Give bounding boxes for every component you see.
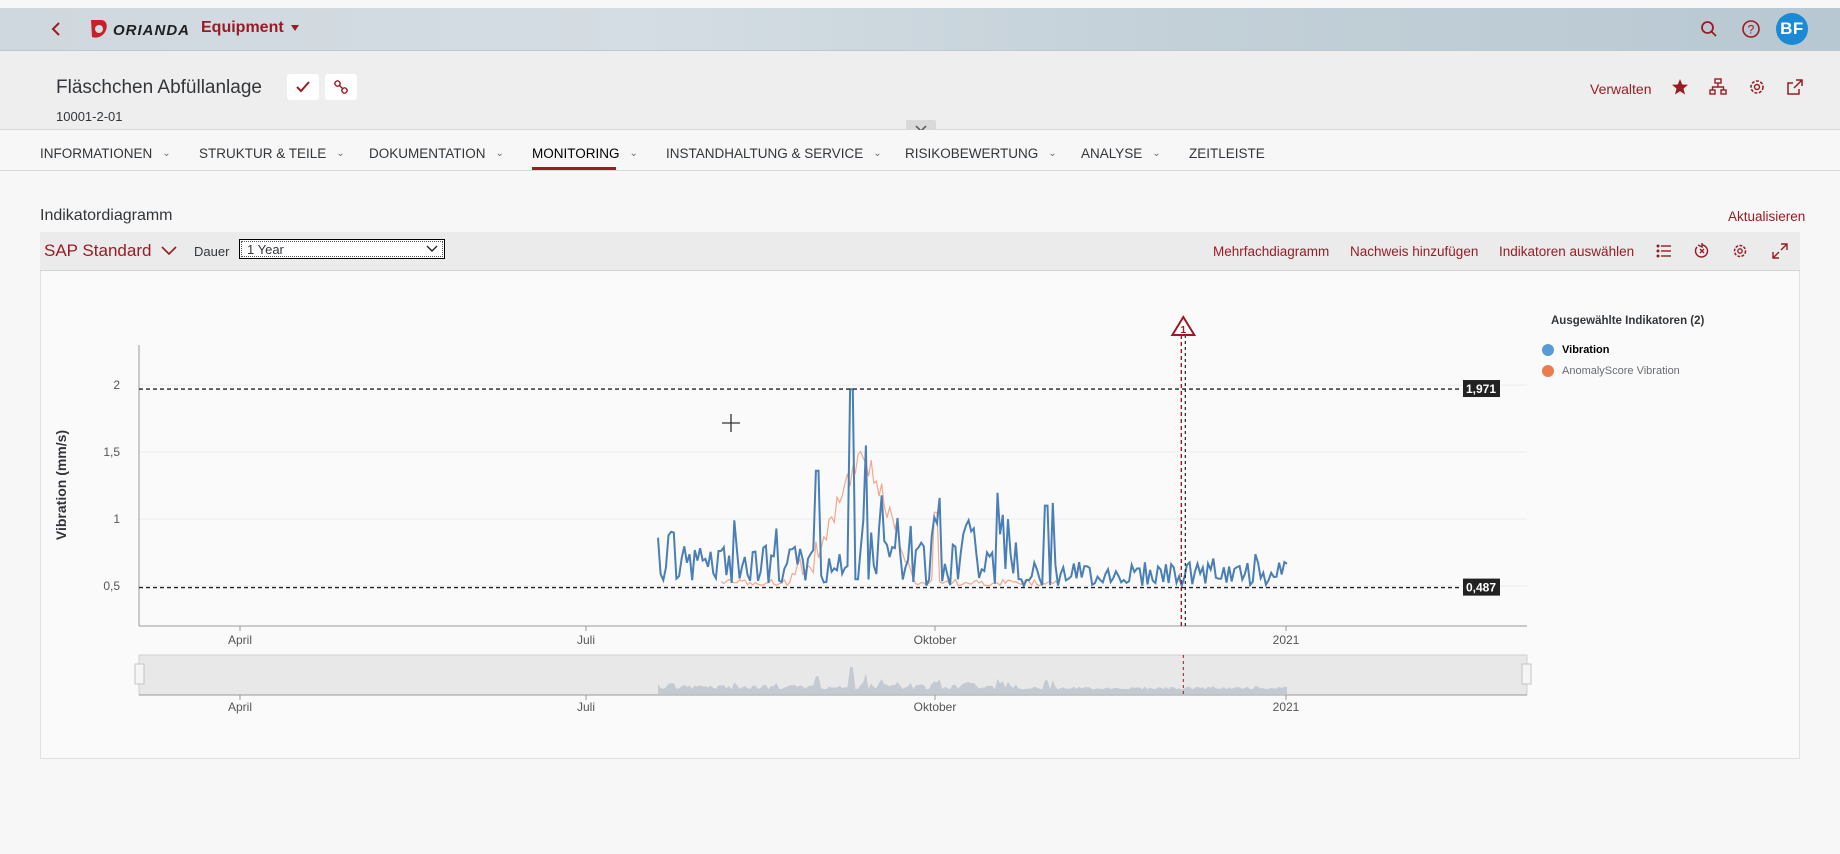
checkmark-icon xyxy=(296,81,310,93)
tab-informationen[interactable]: INFORMATIONEN ⌄ xyxy=(40,146,171,161)
variant-selector[interactable]: SAP Standard xyxy=(44,241,178,261)
y-axis-label: Vibration (mm/s) xyxy=(53,430,69,540)
tab-label: DOKUMENTATION xyxy=(369,146,486,161)
star-icon[interactable] xyxy=(1668,74,1692,100)
series-line-anomalyscore[interactable] xyxy=(720,450,1059,587)
legend-title: Ausgewählte Indikatoren (2) xyxy=(1551,315,1705,327)
tab-label: ZEITLEISTE xyxy=(1189,146,1265,161)
overview-tick-label: Oktober xyxy=(914,700,957,714)
duration-value: 1 Year xyxy=(247,241,284,257)
back-icon[interactable] xyxy=(44,8,68,50)
range-handle-right[interactable] xyxy=(1521,663,1532,685)
tab-zeitleiste[interactable]: ZEITLEISTE xyxy=(1189,146,1265,161)
share-icon[interactable] xyxy=(1783,74,1807,100)
tab-risikobewertung[interactable]: RISIKOBEWERTUNG ⌄ xyxy=(905,146,1057,161)
hierarchy-icon[interactable] xyxy=(1706,74,1730,100)
y-tick-label: 1 xyxy=(113,512,120,526)
chevron-down-icon: ⌄ xyxy=(629,148,638,159)
x-tick-label: Juli xyxy=(577,633,595,647)
range-handle-left[interactable] xyxy=(134,663,145,685)
indikatoren-auswaehlen-link[interactable]: Indikatoren auswählen xyxy=(1499,244,1635,259)
overview-tick-label: April xyxy=(228,700,252,714)
overview-area xyxy=(658,667,1287,694)
tab-monitoring[interactable]: MONITORING ⌄ xyxy=(532,146,638,161)
chevron-down-icon: ⌄ xyxy=(1048,148,1057,159)
overview-tick-label: Juli xyxy=(577,700,595,714)
nachweis-hinzufuegen-link[interactable]: Nachweis hinzufügen xyxy=(1350,244,1479,259)
object-id: 10001-2-01 xyxy=(56,109,123,124)
x-tick-label: 2021 xyxy=(1273,633,1300,647)
threshold-label-bg xyxy=(1463,380,1500,398)
caret-down-icon xyxy=(290,25,299,31)
fullscreen-icon[interactable] xyxy=(1769,240,1791,262)
page-title: Fläschchen Abfüllanlage xyxy=(56,77,262,98)
series-line-vibration[interactable] xyxy=(657,388,1288,590)
duration-select[interactable]: 1 Year xyxy=(239,239,445,259)
tab-bar: INFORMATIONEN ⌄ STRUKTUR & TEILE ⌄ DOKUMEN… xyxy=(0,130,1840,171)
gear-icon[interactable] xyxy=(1745,74,1769,100)
logo-text: ORIANDA xyxy=(113,22,190,39)
variant-label: SAP Standard xyxy=(44,241,152,260)
section-title: Indikatordiagramm xyxy=(40,207,173,224)
logo-icon xyxy=(86,8,110,50)
refresh-link[interactable]: Aktualisieren xyxy=(1728,209,1806,224)
legend-label: AnomalyScore Vibration xyxy=(1562,365,1680,377)
tab-label: ANALYSE xyxy=(1081,146,1143,161)
tab-label: MONITORING xyxy=(532,146,620,161)
tab-label: STRUKTUR & TEILE xyxy=(199,146,327,161)
tab-analyse[interactable]: ANALYSE ⌄ xyxy=(1081,146,1161,161)
gear-icon[interactable] xyxy=(1729,240,1751,262)
checkmark-button[interactable] xyxy=(287,74,319,100)
y-tick-label: 1,5 xyxy=(103,445,120,459)
warning-triangle-icon[interactable] xyxy=(1170,315,1197,336)
y-tick-label: 2 xyxy=(113,378,120,392)
legend-item-anomalyscore[interactable]: AnomalyScore Vibration xyxy=(1542,365,1680,377)
chevron-down-icon: ⌄ xyxy=(336,148,345,159)
tab-dokumentation[interactable]: DOKUMENTATION ⌄ xyxy=(369,146,504,161)
mehrfachdiagramm-link[interactable]: Mehrfachdiagramm xyxy=(1213,244,1330,259)
tab-instandhaltung-service[interactable]: INSTANDHALTUNG & SERVICE ⌄ xyxy=(666,146,882,161)
search-icon[interactable] xyxy=(1697,8,1721,50)
legend-dot xyxy=(1542,344,1554,356)
legend-label: Vibration xyxy=(1562,344,1610,356)
app-title-menu[interactable]: Equipment xyxy=(201,19,300,37)
avatar[interactable]: BF xyxy=(1776,13,1808,45)
object-header: Fläschchen Abfüllanlage 10001-2-01 Verwa… xyxy=(0,51,1840,130)
tab-label: INFORMATIONEN xyxy=(40,146,153,161)
chart-toolbar: SAP Standard Dauer 1 Year Mehrfachdiagra… xyxy=(40,232,1800,271)
overview-tick-label: 2021 xyxy=(1273,700,1300,714)
svg-text:?: ? xyxy=(1748,23,1755,37)
help-icon[interactable]: ? xyxy=(1739,8,1763,50)
x-tick-label: April xyxy=(228,633,252,647)
tab-label: RISIKOBEWERTUNG xyxy=(905,146,1039,161)
chevron-down-icon: ⌄ xyxy=(873,148,882,159)
chevron-down-icon xyxy=(161,246,178,256)
chevron-down-icon: ⌄ xyxy=(162,148,171,159)
link-button[interactable] xyxy=(325,74,357,100)
legend-item-vibration[interactable]: Vibration xyxy=(1542,344,1609,356)
threshold-label: 0,487 xyxy=(1466,581,1496,595)
chevron-down-icon: ⌄ xyxy=(1152,148,1161,159)
link-icon xyxy=(334,80,348,94)
threshold-label: 1,971 xyxy=(1466,382,1496,396)
tab-label: INSTANDHALTUNG & SERVICE xyxy=(666,146,864,161)
list-icon[interactable] xyxy=(1653,240,1675,262)
threshold-label-bg xyxy=(1463,578,1500,596)
verwalten-link[interactable]: Verwalten xyxy=(1590,81,1652,97)
event-marker-label: 1 xyxy=(1181,325,1187,336)
x-tick-label: Oktober xyxy=(914,633,957,647)
legend-dot xyxy=(1542,365,1554,377)
app-title-label: Equipment xyxy=(201,19,284,36)
duration-label: Dauer xyxy=(194,244,230,259)
reset-zoom-icon[interactable] xyxy=(1691,240,1713,262)
y-tick-label: 0,5 xyxy=(103,579,120,593)
crosshair-cursor-icon xyxy=(722,414,740,432)
tab-struktur-teile[interactable]: STRUKTUR & TEILE ⌄ xyxy=(199,146,345,161)
chevron-down-icon: ⌄ xyxy=(495,148,504,159)
shell-bar: ORIANDA Equipment ? BF xyxy=(0,8,1840,51)
active-tab-indicator xyxy=(532,167,616,170)
chevron-down-icon xyxy=(426,245,438,252)
